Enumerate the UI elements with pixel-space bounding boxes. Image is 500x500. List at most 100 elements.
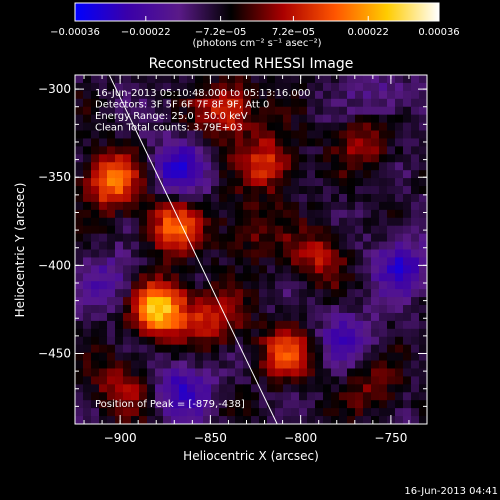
heatmap-cell	[163, 186, 172, 195]
heatmap-cell	[195, 281, 204, 290]
heatmap-cell	[275, 257, 284, 266]
heatmap-cell	[219, 376, 228, 385]
heatmap-cell	[267, 75, 276, 84]
heatmap-cell	[91, 178, 100, 187]
heatmap-cell	[395, 130, 404, 139]
heatmap-cell	[99, 162, 108, 171]
heatmap-cell	[163, 289, 172, 298]
heatmap-cell	[91, 154, 100, 163]
heatmap-cell	[355, 320, 364, 330]
heatmap-cell	[163, 201, 172, 211]
heatmap-cell	[227, 138, 236, 147]
heatmap-cell	[91, 186, 100, 195]
heatmap-cell	[99, 98, 108, 108]
heatmap-cell	[411, 201, 420, 211]
heatmap-cell	[131, 289, 140, 298]
heatmap-cell	[219, 217, 228, 227]
heatmap-cell	[179, 344, 188, 354]
heatmap-cell	[91, 122, 100, 131]
heatmap-cell	[259, 178, 268, 187]
heatmap-cell	[387, 328, 396, 338]
heatmap-cell	[363, 162, 372, 171]
heatmap-cell	[115, 257, 124, 266]
heatmap-cell	[179, 384, 188, 393]
heatmap-cell	[139, 186, 148, 195]
heatmap-cell	[75, 360, 84, 369]
heatmap-cell	[267, 122, 276, 131]
heatmap-cell	[235, 360, 244, 369]
heatmap-cell	[83, 114, 92, 123]
heatmap-cell	[139, 328, 148, 338]
heatmap-cell	[139, 178, 148, 187]
heatmap-cell	[315, 90, 324, 100]
heatmap-cell	[299, 257, 308, 266]
heatmap-cell	[275, 400, 284, 409]
heatmap-cell	[339, 201, 348, 211]
heatmap-cell	[275, 146, 284, 155]
heatmap-cell	[275, 82, 284, 92]
heatmap-cell	[291, 368, 300, 377]
heatmap-cell	[299, 106, 308, 116]
heatmap-cell	[179, 257, 188, 266]
heatmap-cell	[371, 170, 380, 179]
heatmap-cell	[211, 225, 220, 235]
heatmap-cell	[291, 336, 300, 346]
heatmap-cell	[387, 82, 396, 92]
heatmap-cell	[83, 75, 92, 84]
heatmap-cell	[227, 297, 236, 306]
heatmap-cell	[99, 320, 108, 330]
heatmap-cell	[283, 408, 292, 417]
heatmap-cell	[235, 305, 244, 314]
heatmap-cell	[315, 416, 324, 424]
heatmap-cell	[203, 209, 212, 219]
heatmap-cell	[83, 408, 92, 417]
heatmap-cell	[115, 178, 124, 187]
heatmap-cell	[347, 170, 356, 179]
heatmap-cell	[307, 75, 316, 84]
heatmap-cell	[259, 75, 268, 84]
heatmap-cell	[131, 281, 140, 290]
heatmap-cell	[115, 82, 124, 92]
heatmap-cell	[379, 289, 388, 298]
heatmap-cell	[187, 400, 196, 409]
heatmap-cell	[371, 336, 380, 346]
heatmap-cell	[155, 408, 164, 417]
heatmap-cell	[291, 106, 300, 116]
heatmap-cell	[195, 233, 204, 242]
heatmap-cell	[251, 186, 260, 195]
heatmap-cell	[171, 186, 180, 195]
heatmap-cell	[243, 170, 252, 179]
heatmap-cell	[419, 209, 427, 219]
heatmap-cell	[187, 217, 196, 227]
heatmap-cell	[171, 154, 180, 163]
heatmap-cell	[179, 360, 188, 369]
heatmap-cell	[411, 225, 420, 235]
heatmap-cell	[299, 273, 308, 282]
heatmap-cell	[147, 154, 156, 163]
heatmap-cell	[107, 249, 116, 258]
heatmap-cell	[411, 154, 420, 163]
heatmap-cell	[163, 98, 172, 108]
heatmap-cell	[363, 408, 372, 417]
heatmap-cell	[363, 75, 372, 84]
colorbar-tick-label: −7.2e−05	[195, 27, 247, 38]
heatmap-cell	[347, 312, 356, 322]
heatmap-cell	[355, 416, 364, 424]
heatmap-cell	[379, 225, 388, 235]
heatmap-cell	[267, 360, 276, 369]
heatmap-cell	[123, 154, 132, 163]
heatmap-cell	[371, 352, 380, 361]
heatmap-cell	[299, 98, 308, 108]
heatmap-cell	[307, 416, 316, 424]
heatmap-cell	[251, 82, 260, 92]
heatmap-cell	[315, 122, 324, 131]
heatmap-cell	[83, 138, 92, 147]
heatmap-cell	[331, 114, 340, 123]
heatmap-cell	[155, 162, 164, 171]
heatmap-cell	[315, 257, 324, 266]
heatmap-cell	[419, 193, 427, 203]
heatmap-cell	[331, 312, 340, 322]
heatmap-cell	[91, 257, 100, 266]
heatmap-cell	[219, 257, 228, 266]
heatmap-cell	[187, 408, 196, 417]
